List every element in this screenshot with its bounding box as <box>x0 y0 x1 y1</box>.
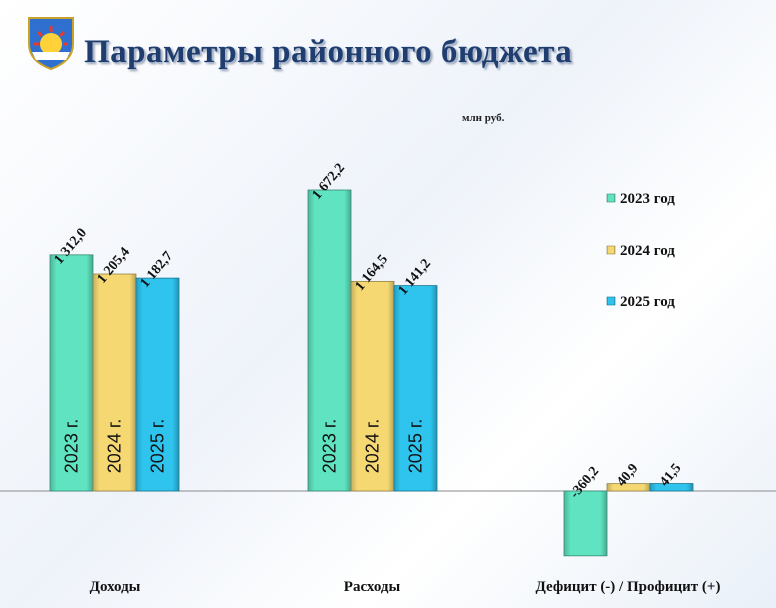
bar-year-label: 2025 г. <box>406 419 426 473</box>
bar-year-label: 2024 г. <box>105 419 125 473</box>
unit-label: млн руб. <box>462 112 505 124</box>
bar <box>92 273 137 492</box>
header: Параметры районного бюджета <box>26 14 766 74</box>
bar <box>49 254 94 492</box>
bar <box>563 490 608 557</box>
bar-year-label: 2023 г. <box>320 419 340 473</box>
bar-year-label: 2024 г. <box>363 419 383 473</box>
bar <box>307 189 352 492</box>
legend-label: 2023 год <box>620 191 675 207</box>
legend-swatch <box>606 245 616 255</box>
bar-year-label: 2025 г. <box>148 419 168 473</box>
legend-swatch <box>606 193 616 203</box>
bar <box>135 277 180 492</box>
legend-label: 2025 год <box>620 294 675 310</box>
page-title: Параметры районного бюджета <box>84 34 573 70</box>
category-label: Расходы <box>344 579 401 595</box>
category-label: Доходы <box>90 579 141 595</box>
category-label: Дефицит (-) / Профицит (+) <box>536 579 721 595</box>
bar <box>393 285 438 492</box>
coat-of-arms-icon <box>28 17 74 70</box>
legend-swatch <box>606 296 616 306</box>
bar-year-label: 2023 г. <box>62 419 82 473</box>
bar <box>649 483 694 492</box>
legend-label: 2024 год <box>620 243 675 259</box>
